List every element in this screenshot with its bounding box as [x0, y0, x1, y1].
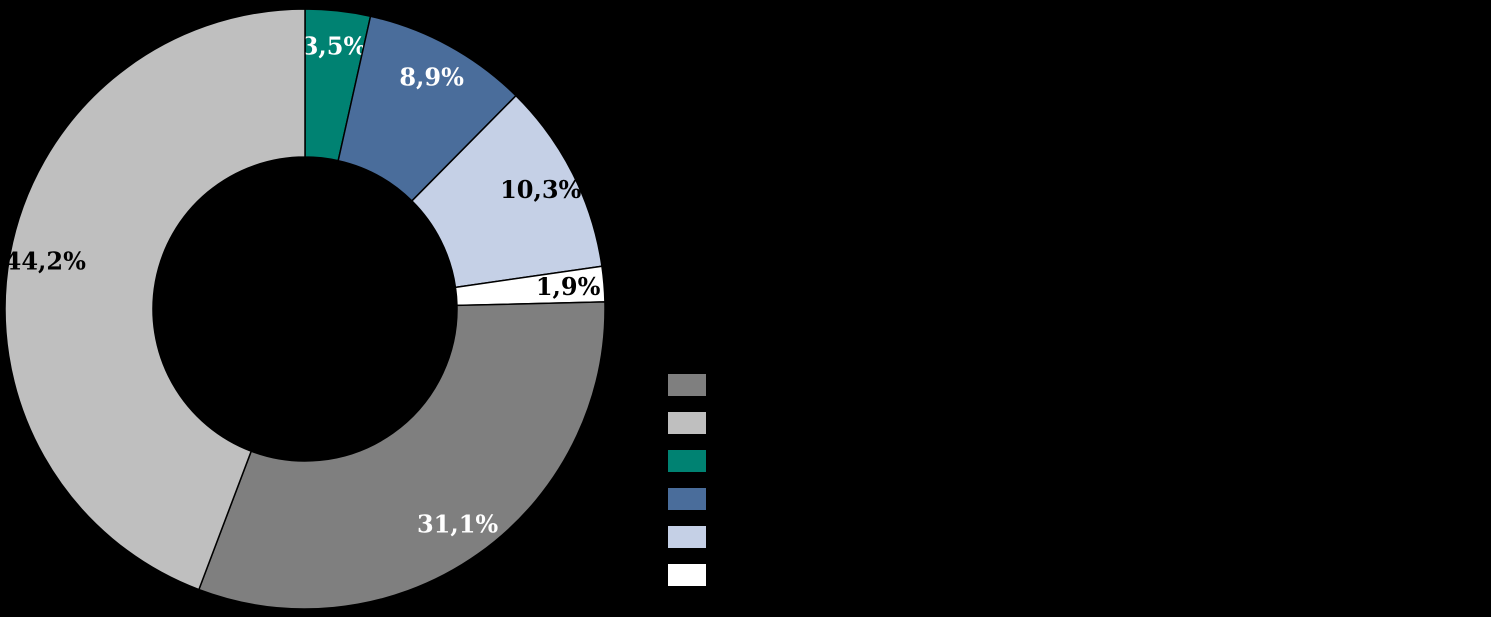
chart-legend	[668, 374, 716, 586]
slice-data-label-1: 8,9%	[399, 62, 464, 91]
slice-data-label-0: 3,5%	[302, 32, 367, 61]
legend-swatch-2	[668, 450, 706, 472]
legend-item-3	[668, 488, 716, 510]
legend-item-0	[668, 374, 716, 396]
legend-item-4	[668, 526, 716, 548]
legend-swatch-1	[668, 412, 706, 434]
pie-slice-4	[197, 301, 606, 610]
legend-swatch-4	[668, 526, 706, 548]
legend-item-5	[668, 564, 716, 586]
slice-data-label-4: 31,1%	[417, 509, 498, 538]
legend-swatch-5	[668, 564, 706, 586]
slice-data-label-2: 10,3%	[500, 175, 581, 204]
pie-slice-5	[4, 8, 306, 591]
legend-item-1	[668, 412, 716, 434]
slice-data-label-3: 1,9%	[536, 272, 601, 301]
legend-swatch-0	[668, 374, 706, 396]
slice-data-label-5: 44,2%	[5, 247, 86, 276]
legend-item-2	[668, 450, 716, 472]
legend-swatch-3	[668, 488, 706, 510]
